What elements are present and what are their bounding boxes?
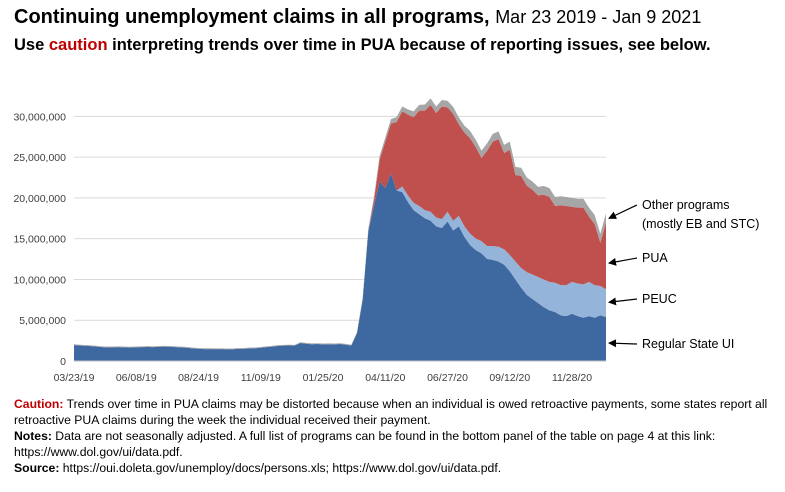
x-tick-label: 04/11/20 <box>365 372 405 384</box>
annotation-label: (mostly EB and STC) <box>642 217 759 231</box>
y-tick-label: 20,000,000 <box>13 193 66 205</box>
annotation-arrow <box>608 297 638 306</box>
source-label: Source: <box>14 461 60 475</box>
caution-note: Caution: Trends over time in PUA claims … <box>14 396 774 428</box>
y-tick-label: 15,000,000 <box>13 234 66 246</box>
notes-label: Notes: <box>14 429 52 443</box>
source-note: Source: https://oui.doleta.gov/unemploy/… <box>14 460 774 476</box>
x-tick-label: 03/23/19 <box>54 372 95 384</box>
annotation-label: Regular State UI <box>642 337 734 351</box>
annotation-label: PEUC <box>642 292 677 306</box>
annotation-label: Other programs <box>642 198 730 212</box>
y-tick-label: 0 <box>60 356 66 368</box>
annotation-label: PUA <box>642 251 668 265</box>
notes-block: Caution: Trends over time in PUA claims … <box>14 396 774 476</box>
caution-label: Caution: <box>14 397 64 411</box>
y-tick-label: 5,000,000 <box>19 315 66 327</box>
annotation-arrow <box>608 204 638 219</box>
chart-title-dates: Mar 23 2019 - Jan 9 2021 <box>495 7 702 27</box>
annotation-arrow <box>608 339 638 348</box>
subtitle-caution-word: caution <box>48 36 108 54</box>
x-tick-label: 08/24/19 <box>178 372 219 384</box>
y-tick-label: 10,000,000 <box>13 274 66 286</box>
x-tick-label: 06/08/19 <box>116 372 157 384</box>
source-text: https://oui.doleta.gov/unemploy/docs/per… <box>59 461 502 475</box>
x-tick-label: 11/28/20 <box>552 372 592 384</box>
notes-text: Data are not seasonally adjusted. A full… <box>14 429 716 459</box>
x-tick-label: 01/25/20 <box>303 372 344 384</box>
x-tick-label: 06/27/20 <box>427 372 468 384</box>
area-peuc <box>74 173 606 350</box>
chart-subtitle: Use caution interpreting trends over tim… <box>14 36 711 55</box>
area-pua <box>74 104 606 350</box>
x-tick-label: 09/12/20 <box>489 372 530 384</box>
subtitle-pre: Use <box>14 36 49 54</box>
annotation-arrow <box>608 257 638 266</box>
chart-title: Continuing unemployment claims in all pr… <box>14 6 701 29</box>
caution-text: Trends over time in PUA claims may be di… <box>14 397 768 427</box>
subtitle-post: interpreting trends over time in PUA bec… <box>107 36 711 54</box>
x-tick-label: 11/09/19 <box>241 372 281 384</box>
y-tick-label: 25,000,000 <box>13 152 66 164</box>
y-tick-label: 30,000,000 <box>13 111 66 123</box>
notes-note: Notes: Data are not seasonally adjusted.… <box>14 428 774 460</box>
area-regular-state-ui <box>74 173 606 361</box>
chart-title-main: Continuing unemployment claims in all pr… <box>14 6 490 28</box>
